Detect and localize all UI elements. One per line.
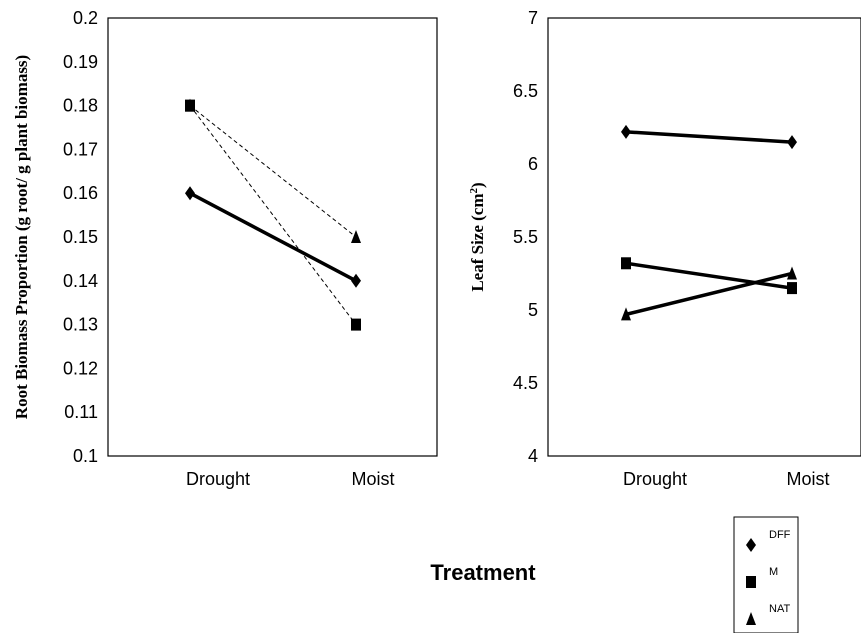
right-y-axis-label-sup: 2 (468, 187, 480, 193)
left-chart: 0.1 0.11 0.12 0.13 0.14 0.15 0.16 0.17 0.18 0.19 0… (12, 8, 438, 489)
left-point-dff-1 (351, 273, 361, 288)
left-series-line-m (189, 105, 357, 325)
right-y-axis-label-main: Leaf Size (cm (468, 193, 487, 291)
left-x-tick-moist: Moist (351, 469, 394, 489)
right-x-tick-moist: Moist (786, 469, 829, 489)
left-x-tick-drought: Drought (186, 469, 250, 489)
left-y-tick-label: 0.19 (63, 52, 98, 72)
left-y-tick-label: 0.2 (73, 8, 98, 28)
right-series-group (621, 124, 797, 321)
legend-label-dff: DFF (769, 529, 791, 541)
left-series-group (185, 98, 361, 331)
right-y-tick-label: 4 (528, 446, 538, 466)
right-y-tick-label: 5 (528, 300, 538, 320)
left-y-tick-label: 0.15 (63, 227, 98, 247)
right-series-line-dff (625, 130, 793, 144)
right-x-tick-drought: Drought (623, 469, 687, 489)
right-chart: 4 4.5 5 5.5 6 6.5 7 Drought Moist Leaf Size (c… (468, 8, 861, 489)
left-series-line-nat (189, 105, 357, 238)
right-y-axis-label-end: ) (468, 182, 487, 188)
right-point-dff-0 (621, 124, 631, 139)
left-y-tick-label: 0.13 (63, 315, 98, 335)
left-y-tick-label: 0.1 (73, 446, 98, 466)
legend-items: DFF M NAT (746, 529, 791, 625)
right-y-tick-label: 6.5 (513, 81, 538, 101)
left-point-m-1 (351, 318, 361, 331)
left-plot-frame (107, 17, 438, 457)
right-point-nat-1 (787, 266, 797, 280)
left-y-tick-label: 0.18 (63, 96, 98, 116)
left-point-nat-0 (185, 98, 195, 112)
right-point-dff-1 (787, 135, 797, 150)
x-axis-title: Treatment (430, 560, 536, 585)
right-plot-frame (547, 17, 861, 457)
left-y-tick-label: 0.12 (63, 358, 98, 378)
left-y-tick-label: 0.17 (63, 139, 98, 159)
right-series-line-m (625, 261, 793, 290)
right-y-tick-label: 7 (528, 8, 538, 28)
legend: DFF M NAT (733, 516, 799, 633)
left-y-tick-label: 0.14 (63, 271, 98, 291)
right-y-axis-ticks: 4 4.5 5 5.5 6 6.5 7 (513, 8, 538, 466)
legend-marker-dff (746, 538, 756, 552)
legend-marker-nat (746, 612, 756, 625)
right-point-m-0 (621, 257, 631, 270)
left-y-tick-label: 0.16 (63, 183, 98, 203)
legend-box (733, 516, 799, 633)
right-y-tick-label: 6 (528, 154, 538, 174)
legend-label-nat: NAT (769, 603, 790, 615)
right-y-tick-label: 4.5 (513, 373, 538, 393)
left-y-axis-ticks: 0.1 0.11 0.12 0.13 0.14 0.15 0.16 0.17 0.18 0.19 0… (63, 8, 98, 466)
right-y-tick-label: 5.5 (513, 227, 538, 247)
left-point-nat-1 (351, 230, 361, 243)
right-series-line-nat (625, 271, 793, 317)
left-point-dff-0 (185, 186, 195, 201)
right-y-axis-label: Leaf Size (cm2) (468, 182, 487, 291)
legend-label-m: M (769, 566, 778, 578)
left-series-line-dff (189, 191, 357, 283)
left-y-tick-label: 0.11 (64, 402, 98, 422)
right-point-nat-0 (621, 307, 631, 321)
right-point-m-1 (787, 282, 797, 295)
legend-marker-m (746, 576, 756, 588)
left-y-axis-label: Root Biomass Proportion (g root/ g plant… (12, 55, 31, 419)
